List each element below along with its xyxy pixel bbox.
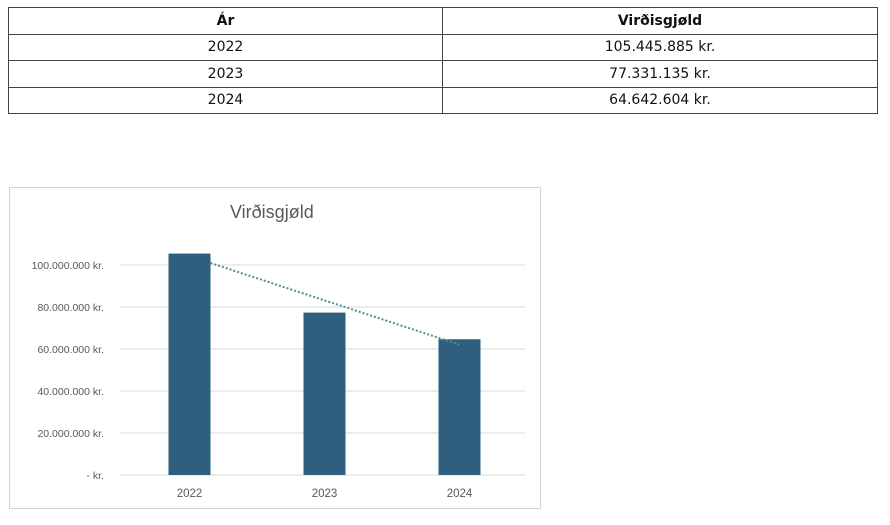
bar-chart: - kr. 20.000.000 kr. 40.000.000 kr. 60.000.… (32, 253, 525, 500)
y-tick-label: 80.000.000 kr. (37, 302, 104, 314)
cell-value: 105.445.885 kr. (442, 33, 878, 61)
x-tick-label: 2023 (312, 488, 338, 500)
x-tick-label: 2022 (177, 488, 203, 500)
bar (303, 312, 346, 475)
y-tick-label: 40.000.000 kr. (37, 386, 104, 398)
cell-value: 77.331.135 kr. (442, 60, 878, 88)
header-year: Ár (8, 7, 443, 35)
header-value: Virðisgjøld (442, 7, 878, 35)
x-tick-label: 2024 (447, 488, 473, 500)
table-row: 2024 64.642.604 kr. (8, 86, 878, 114)
y-tick-label: 20.000.000 kr. (37, 428, 104, 440)
table-header-row: Ár Virðisgjøld (8, 7, 878, 35)
y-tick-label: 60.000.000 kr. (37, 344, 104, 356)
chart-frame: Virðisgjøld - kr. 20.000.000 kr. 40.000.00… (9, 187, 541, 509)
bar (438, 339, 481, 475)
cell-year: 2022 (8, 33, 443, 61)
cell-year: 2023 (8, 60, 443, 88)
table-row: 2023 77.331.135 kr. (8, 60, 878, 88)
value-table: Ár Virðisgjøld 2022 105.445.885 kr. 2023… (8, 7, 878, 114)
cell-year: 2024 (8, 86, 443, 114)
y-tick-label: 100.000.000 kr. (32, 260, 104, 272)
table-row: 2022 105.445.885 kr. (8, 33, 878, 61)
y-tick-label: - kr. (87, 470, 105, 482)
clipped-text-line (8, 0, 608, 5)
cell-value: 64.642.604 kr. (442, 86, 878, 114)
bar (168, 253, 211, 475)
chart-title: Virðisgjøld (230, 202, 314, 222)
